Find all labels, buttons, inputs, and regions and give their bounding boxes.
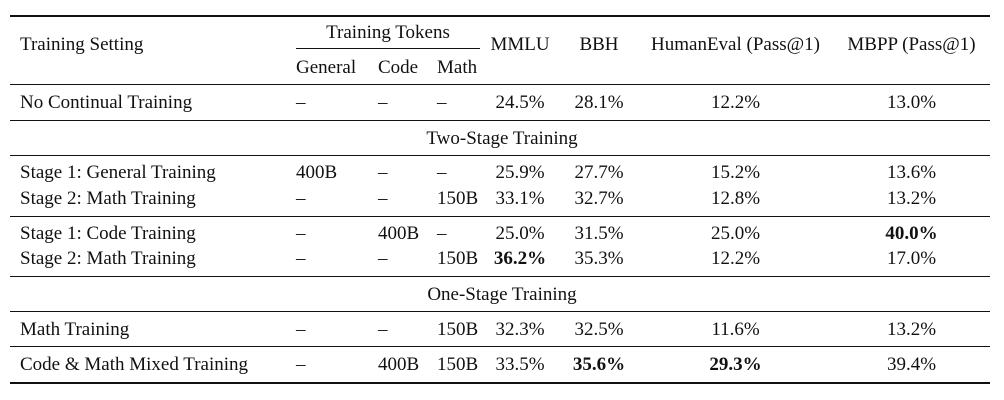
section-title-two-stage: Two-Stage Training [426, 128, 578, 149]
cell-humaneval: 11.6% [711, 319, 760, 340]
cell-setting: Math Training [20, 319, 130, 340]
cell-mbpp: 13.2% [886, 319, 937, 340]
cell-bbh: 28.1% [574, 92, 624, 113]
cell-mbpp-best: 40.0% [885, 223, 938, 244]
cell-code: – [378, 319, 388, 340]
cell-humaneval: 12.2% [710, 92, 761, 113]
cell-bbh: 32.5% [574, 319, 624, 340]
cell-bbh-best: 35.6% [572, 354, 626, 375]
section-rule [10, 155, 990, 156]
table-row: Stage 1: General Training 400B – – 25.9%… [0, 161, 1004, 185]
cell-mmlu-best: 36.2% [493, 248, 547, 269]
training-tokens-underline [296, 48, 480, 49]
table-row: Code & Math Mixed Training – 400B 150B 3… [0, 353, 1004, 377]
cell-code: – [378, 188, 388, 209]
cell-math: 150B [437, 188, 479, 209]
cell-bbh: 35.3% [574, 248, 624, 269]
cell-mbpp: 13.0% [886, 92, 937, 113]
cell-mbpp: 39.4% [886, 354, 937, 375]
cell-setting: Stage 2: Math Training [20, 248, 196, 269]
header-mbpp: MBPP (Pass@1) [847, 34, 976, 55]
cell-code: – [378, 92, 388, 113]
cell-general: – [296, 248, 306, 269]
cell-bbh: 32.7% [574, 188, 624, 209]
header-code: Code [378, 57, 419, 78]
cell-setting: Stage 2: Math Training [20, 188, 196, 209]
cell-math: 150B [437, 319, 479, 340]
cell-mbpp: 13.6% [886, 162, 937, 183]
cell-mmlu: 25.0% [495, 223, 545, 244]
cell-code: 400B [378, 354, 420, 375]
header-humaneval: HumanEval (Pass@1) [651, 34, 820, 55]
table-row: Stage 1: Code Training – 400B – 25.0% 31… [0, 222, 1004, 246]
group-rule [10, 216, 990, 217]
group-rule [10, 346, 990, 347]
cell-setting: No Continual Training [20, 92, 193, 113]
cell-code: – [378, 162, 388, 183]
table-row: Stage 2: Math Training – – 150B 36.2% 35… [0, 247, 1004, 271]
cell-humaneval-best: 29.3% [709, 354, 762, 375]
cell-general: – [296, 223, 306, 244]
table-row: No Continual Training – – – 24.5% 28.1% … [0, 91, 1004, 115]
cell-mmlu: 24.5% [495, 92, 545, 113]
cell-mbpp: 17.0% [886, 248, 937, 269]
table-row: Stage 2: Math Training – – 150B 33.1% 32… [0, 187, 1004, 211]
cell-math: 150B [437, 248, 479, 269]
cell-mmlu: 25.9% [495, 162, 545, 183]
cell-humaneval: 15.2% [710, 162, 761, 183]
cell-math: 150B [437, 354, 479, 375]
cell-humaneval: 12.2% [710, 248, 761, 269]
header-mmlu: MMLU [490, 34, 550, 55]
cell-general: – [296, 92, 306, 113]
section-rule [10, 120, 990, 121]
top-rule [10, 15, 990, 17]
cell-mmlu: 33.1% [495, 188, 545, 209]
header-training-setting: Training Setting [20, 34, 144, 55]
cell-mmlu: 33.5% [495, 354, 545, 375]
cell-general: 400B [296, 162, 338, 183]
cell-humaneval: 25.0% [710, 223, 761, 244]
cell-setting: Stage 1: Code Training [20, 223, 196, 244]
cell-math: – [437, 223, 447, 244]
cell-bbh: 31.5% [574, 223, 624, 244]
cell-general: – [296, 319, 306, 340]
cell-setting: Stage 1: General Training [20, 162, 216, 183]
cell-general: – [296, 354, 306, 375]
cell-setting: Code & Math Mixed Training [20, 354, 249, 375]
cell-code: – [378, 248, 388, 269]
header-training-tokens: Training Tokens [326, 22, 450, 43]
header-math: Math [437, 57, 478, 78]
cell-mmlu: 32.3% [495, 319, 545, 340]
cell-general: – [296, 188, 306, 209]
cell-bbh: 27.7% [574, 162, 624, 183]
cell-math: – [437, 162, 447, 183]
section-title-one-stage: One-Stage Training [427, 284, 577, 305]
cell-humaneval: 12.8% [710, 188, 761, 209]
section-rule [10, 311, 990, 312]
section-rule [10, 276, 990, 277]
cell-code: 400B [378, 223, 420, 244]
header-rule [10, 84, 990, 85]
cell-mbpp: 13.2% [886, 188, 937, 209]
cell-math: – [437, 92, 447, 113]
table-row: Math Training – – 150B 32.3% 32.5% 11.6%… [0, 318, 1004, 342]
header-bbh: BBH [579, 34, 619, 55]
bottom-rule [10, 382, 990, 384]
header-general: General [296, 57, 357, 78]
